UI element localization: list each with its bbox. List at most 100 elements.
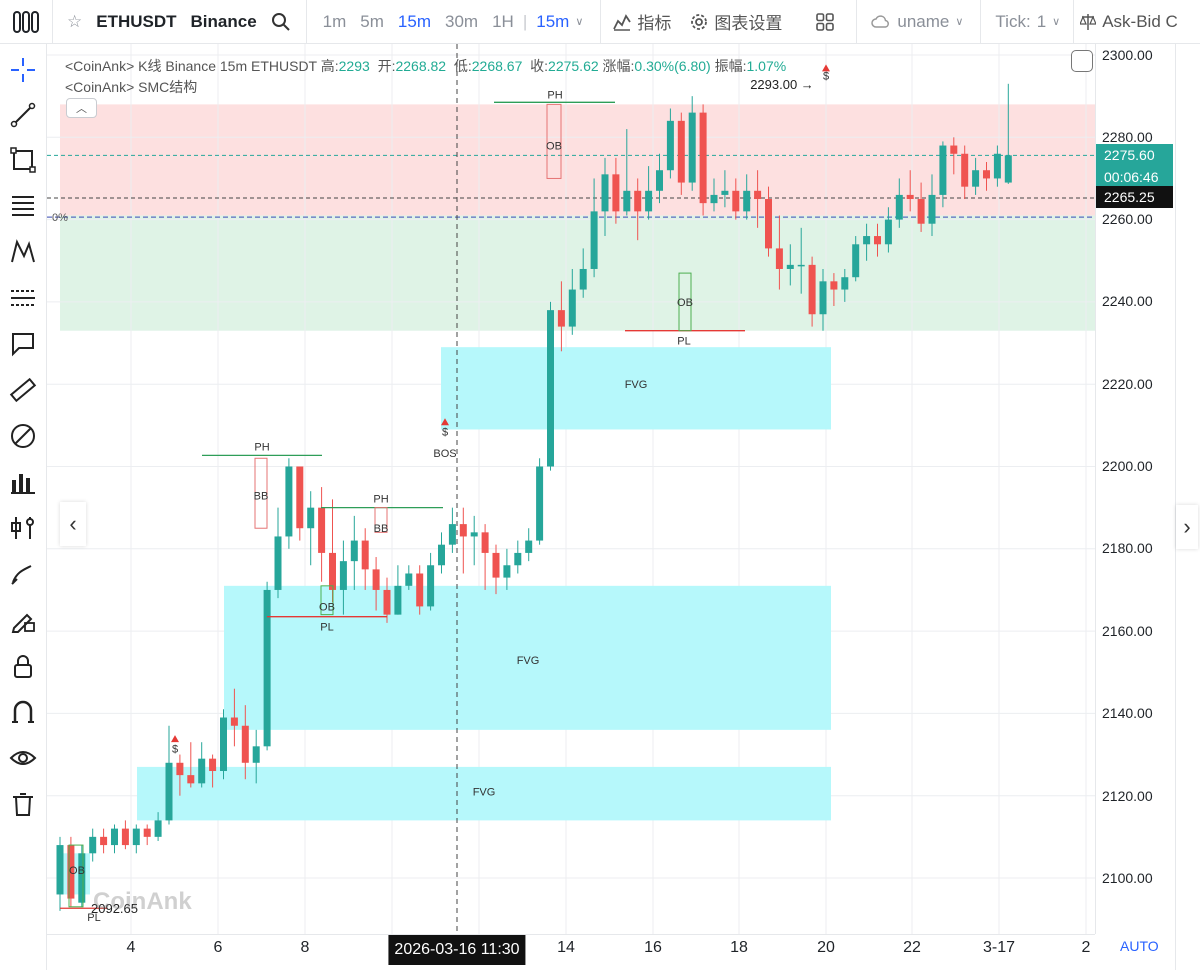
tick-dropdown[interactable]: Tick: 1 ∨ [981, 12, 1067, 32]
candle-down [416, 573, 424, 607]
candle-up [252, 746, 260, 763]
interval-1m[interactable]: 1m [322, 11, 347, 31]
candle-down [961, 153, 969, 187]
order-block-box [68, 844, 84, 908]
candle-down [121, 828, 129, 846]
time-axis[interactable]: 4 6 8 14 16 18 20 22 3-17 2 2026-03-16 1… [47, 934, 1095, 970]
legend-low-label: 低: [453, 58, 472, 74]
candle-up [786, 264, 794, 269]
legend-collapse-button[interactable]: ︿ [66, 98, 97, 118]
candle-up [438, 544, 445, 566]
brush-tool-icon[interactable] [7, 420, 39, 452]
interval-1h[interactable]: 1H [492, 11, 514, 31]
chart-settings-corner-icon[interactable] [1071, 50, 1093, 72]
trend-line-tool-icon[interactable] [7, 99, 39, 131]
fib-retracement-tool-icon[interactable] [7, 190, 39, 222]
search-icon[interactable] [264, 12, 298, 32]
price-label: 2300.00 [1102, 47, 1153, 63]
bos-label: BOS [433, 448, 456, 460]
indicator-icon [613, 13, 632, 31]
chart-canvas[interactable]: FVG FVG FVG 0% PH PH PH PL PL PL OB OB OB OB BB BB BOS $ $… [47, 44, 1095, 934]
auto-scale-button[interactable]: AUTO [1120, 938, 1159, 954]
trash-icon[interactable] [7, 788, 39, 820]
active-interval-dropdown[interactable]: 15m ∨ [536, 11, 584, 31]
candle-down [699, 112, 707, 204]
candle-down [732, 190, 740, 212]
interval-30m[interactable]: 30m [445, 11, 479, 31]
order-block-box [678, 272, 692, 332]
lock-icon[interactable] [7, 650, 39, 682]
candle-down [383, 589, 391, 615]
candle-up [89, 836, 97, 854]
legend-open: 2268.82 [395, 58, 447, 74]
price-label: 2180.00 [1102, 540, 1153, 556]
candle-up [721, 190, 729, 195]
time-label: 2 [1081, 939, 1091, 956]
interval-15m[interactable]: 15m [397, 11, 431, 31]
candle-down [830, 281, 838, 290]
price-label: 2140.00 [1102, 705, 1153, 721]
chevron-down-icon: ∨ [575, 16, 584, 28]
candle-up [819, 281, 827, 315]
signal-triangle [171, 735, 179, 743]
price-label: 2100.00 [1102, 870, 1153, 886]
rectangle-tool-icon[interactable] [7, 144, 39, 176]
favorite-star-icon[interactable]: ☆ [67, 11, 83, 31]
gear-icon [691, 13, 708, 30]
time-label: 4 [126, 939, 136, 956]
magnet-icon[interactable] [7, 696, 39, 728]
eye-icon[interactable] [7, 742, 39, 774]
smc-legend[interactable]: <CoinAnk> SMC结构 [65, 79, 198, 95]
candle-down [557, 310, 565, 327]
bb-label: BB [254, 490, 269, 502]
ask-bid-button[interactable]: Ask-Bid C [1074, 12, 1185, 32]
ruler-tool-icon[interactable] [7, 374, 39, 406]
candle-up [645, 190, 653, 212]
user-name: uname [897, 11, 950, 31]
premium-zone [60, 104, 1095, 216]
legend-high-label: 高: [320, 58, 339, 74]
indicators-label: 指标 [637, 14, 672, 33]
candlestick-chart[interactable]: FVG FVG FVG 0% PH PH PH PL PL PL OB OB OB OB BB BB BOS $ $… [47, 44, 1095, 934]
chart-settings-label: 图表设置 [714, 14, 783, 33]
candle-up [710, 194, 718, 204]
price-axis[interactable]: 2300.00 2280.00 2260.00 2240.00 2220.00 … [1095, 44, 1175, 934]
candle-up [852, 244, 860, 278]
interval-5m[interactable]: 5m [360, 11, 384, 31]
fvg-label: FVG [473, 787, 496, 799]
candle-up [623, 190, 631, 212]
position-tool-icon[interactable] [7, 512, 39, 544]
candle-up [56, 845, 64, 895]
pen-tool-icon[interactable] [7, 558, 39, 590]
candle-down [318, 507, 326, 553]
candle-up [590, 211, 598, 269]
exchange-name[interactable]: Binance [190, 11, 257, 31]
order-block-box [546, 103, 562, 179]
candle-up [339, 561, 347, 590]
time-label: 22 [903, 939, 921, 956]
tick-label: Tick: [995, 11, 1031, 31]
crosshair-tool-icon[interactable] [7, 54, 39, 86]
layout-grid-icon[interactable] [789, 12, 842, 32]
scroll-right-button[interactable]: › [1176, 505, 1198, 549]
candle-up [656, 170, 663, 191]
candle-up [448, 524, 456, 545]
ob-label: OB [677, 297, 693, 309]
candle-up [307, 507, 315, 529]
comment-tool-icon[interactable] [7, 328, 39, 360]
layout-logo-icon[interactable] [0, 0, 52, 43]
measure-tool-icon[interactable] [7, 282, 39, 314]
candle-down [241, 725, 249, 763]
user-menu[interactable]: uname ∨ [857, 12, 970, 32]
chart-settings-button[interactable]: 图表设置 [678, 9, 789, 34]
symbol-name[interactable]: ETHUSDT [96, 11, 177, 31]
legend-amp: 1.07% [746, 58, 787, 74]
chevron-left-icon: ‹ [69, 511, 77, 536]
volume-profile-tool-icon[interactable] [7, 466, 39, 498]
indicators-button[interactable]: 指标 [601, 9, 678, 34]
scroll-left-button[interactable]: ‹ [60, 502, 86, 546]
lock-drawing-tool-icon[interactable] [7, 604, 39, 636]
pattern-tool-icon[interactable] [7, 236, 39, 268]
watermark: CoinAnk [93, 888, 192, 915]
candle-up [993, 153, 1001, 179]
